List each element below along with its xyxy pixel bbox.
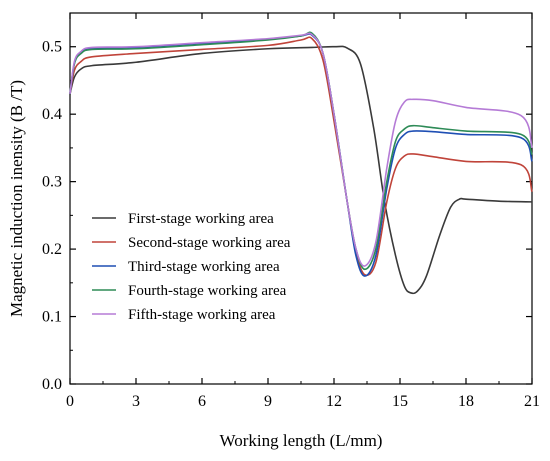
x-tick-label: 15 xyxy=(392,393,408,410)
legend-label: Second-stage working area xyxy=(128,235,291,251)
y-tick-label: 0.2 xyxy=(42,241,62,258)
legend-label: Third-stage working area xyxy=(128,259,280,275)
y-tick-label: 0.5 xyxy=(42,39,62,56)
y-axis-title: Magnetic induction inensity (B /T) xyxy=(7,80,26,317)
x-tick-label: 3 xyxy=(132,393,140,410)
x-tick-label: 21 xyxy=(524,393,540,410)
y-tick-label: 0.4 xyxy=(42,106,62,123)
x-tick-label: 12 xyxy=(326,393,342,410)
legend-label: Fifth-stage working area xyxy=(128,307,276,323)
x-tick-label: 0 xyxy=(66,393,74,410)
y-tick-label: 0.0 xyxy=(42,376,62,393)
y-tick-label: 0.1 xyxy=(42,309,62,326)
x-tick-label: 18 xyxy=(458,393,474,410)
y-tick-label: 0.3 xyxy=(42,174,62,191)
x-axis-title: Working length (L/mm) xyxy=(220,431,383,450)
series-layer xyxy=(69,31,533,295)
series-line-1 xyxy=(69,45,533,295)
series-line-4 xyxy=(69,31,533,271)
legend-label: First-stage working area xyxy=(128,211,274,227)
x-tick-label: 9 xyxy=(264,393,272,410)
axes: 0 3 6 9 12 15 18 21 0.0 0.1 0.2 0.3 0.4 0.5 xyxy=(42,12,540,410)
legend-label: Fourth-stage working area xyxy=(128,283,287,299)
series-line-5 xyxy=(69,32,533,267)
legend: First-stage working area Second-stage wor… xyxy=(92,211,291,323)
x-tick-label: 6 xyxy=(198,393,206,410)
